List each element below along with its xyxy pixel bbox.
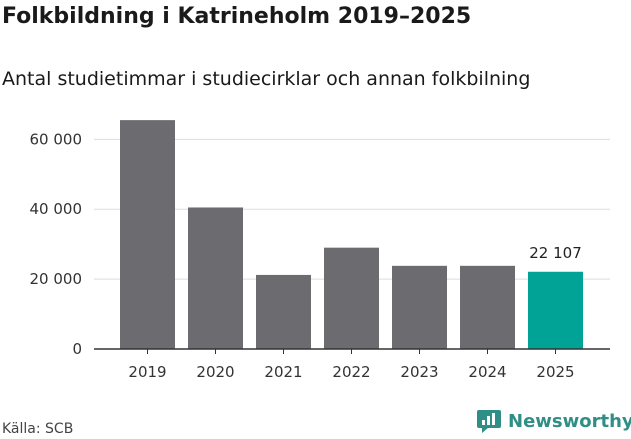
x-tick-label: 2021 (264, 363, 302, 381)
chart-subtitle: Antal studietimmar i studiecirklar och a… (2, 68, 531, 90)
y-tick-label: 0 (72, 340, 82, 358)
x-tick-label: 2025 (536, 363, 574, 381)
bar-2025 (528, 271, 583, 349)
newsworthy-icon (477, 410, 501, 433)
y-tick-label: 20 000 (30, 270, 83, 288)
x-tick-label: 2019 (128, 363, 166, 381)
bar-2022 (324, 247, 379, 349)
x-tick-label: 2024 (468, 363, 506, 381)
chart-title: Folkbildning i Katrineholm 2019–2025 (2, 4, 472, 29)
bar-2021 (256, 274, 311, 349)
data-label-2025: 22 107 (529, 244, 582, 262)
x-tick-label: 2020 (196, 363, 234, 381)
bar-2019 (120, 120, 175, 349)
y-tick-label: 60 000 (30, 130, 83, 148)
x-tick-label: 2022 (332, 363, 370, 381)
brand-name: Newsworthy (508, 410, 631, 432)
bar-2024 (460, 265, 515, 349)
newsworthy-logo: Newsworthy (476, 408, 631, 434)
bar-2020 (188, 207, 243, 349)
y-tick-label: 40 000 (30, 200, 83, 218)
x-tick-label: 2023 (400, 363, 438, 381)
bar-chart: 0 20 000 40 000 60 000 2019 2020 2021 2022 2023 2… (30, 120, 610, 381)
source-note: Källa: SCB (2, 421, 74, 437)
bar-2023 (392, 265, 447, 349)
